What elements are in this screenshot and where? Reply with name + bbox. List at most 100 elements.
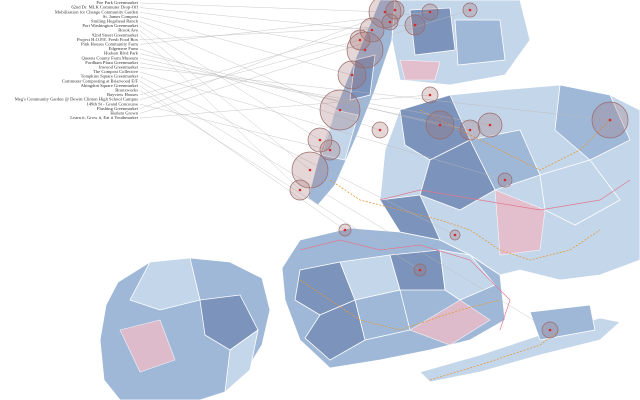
- hub-dot: [438, 123, 442, 127]
- site-label: Bronxworks: [115, 87, 138, 92]
- leader-line: [139, 16, 353, 76]
- site-label: Meg's Community Garden @ Dewitt Clinton …: [15, 97, 138, 102]
- site-label: Fordham Plaza Greenmarket: [85, 60, 139, 65]
- hub-dot: [548, 328, 552, 332]
- land: [99, 0, 640, 400]
- area: [539, 159, 621, 226]
- leader-line: [139, 90, 421, 271]
- site-label: Hudson Blvd Park: [104, 51, 139, 56]
- hub-dot: [308, 168, 312, 172]
- leader-line: [139, 76, 456, 236]
- area: [419, 109, 611, 171]
- hub-dot: [428, 10, 432, 14]
- leader-line: [139, 7, 373, 31]
- hub-dot: [488, 123, 492, 127]
- hubs: [289, 0, 629, 339]
- leader-line: [139, 24, 416, 40]
- area: [409, 7, 456, 56]
- hub-dot: [370, 28, 374, 32]
- area: [129, 257, 201, 311]
- site-label: Edgemere Farm: [109, 46, 139, 51]
- area: [119, 319, 176, 373]
- site-label: Brook Ave: [118, 28, 138, 33]
- site-label: Pink Houses Community Farm: [81, 41, 138, 46]
- site-label: 62nd Dr. MLK Commuter Drop-Off: [71, 5, 138, 10]
- site-label: Flushing Greenmarket: [97, 106, 139, 111]
- leader-line: [139, 62, 491, 126]
- area: [439, 249, 496, 301]
- leader-line: [139, 85, 346, 231]
- site-label: Project H.O.P.E. Fresh Food Box: [77, 37, 139, 42]
- area: [321, 109, 359, 161]
- area: [429, 329, 561, 381]
- hub-dot: [388, 20, 392, 24]
- hub-dot: [418, 268, 422, 272]
- hub-dot: [503, 178, 507, 182]
- hub-dot: [453, 233, 457, 237]
- hub-dot: [338, 108, 342, 112]
- area: [379, 194, 441, 241]
- site-label: Tompkins Square Greenmarket: [81, 74, 139, 79]
- area: [454, 19, 506, 66]
- site-label: Bayview Houses: [107, 92, 138, 97]
- leader-line: [139, 39, 361, 100]
- site-label: Poe Park Greenmarket: [96, 0, 138, 5]
- site-label: 149th St - Grand Concourse: [86, 101, 138, 106]
- site-label: Mobilization for Change Community Garden: [55, 9, 139, 14]
- site-label: Abingdon Square Greenmarket: [81, 83, 139, 88]
- leader-line: [139, 11, 431, 45]
- hub-dot: [393, 8, 397, 12]
- hub-dot: [350, 73, 354, 77]
- area: [409, 299, 491, 346]
- hub-dot: [608, 118, 612, 122]
- leader-line: [139, 35, 301, 191]
- hub-dot: [318, 138, 322, 142]
- leader-line: [139, 104, 331, 151]
- leader-line: [139, 12, 366, 51]
- area: [349, 54, 376, 101]
- routes: [299, 109, 631, 381]
- hub-dot: [468, 128, 472, 132]
- site-label: Learn it, Grow it, Eat it Youthmarket: [70, 115, 138, 121]
- site-label: Harlem Grown: [110, 110, 138, 115]
- hub-dot: [358, 38, 362, 42]
- area: [399, 59, 441, 81]
- site-label: 92nd Street Greenmarket: [92, 32, 139, 37]
- leader-line: [139, 94, 431, 119]
- area: [494, 189, 546, 256]
- area: [299, 239, 511, 331]
- leader-line: [139, 58, 471, 131]
- hub-dot: [343, 228, 347, 232]
- area: [329, 179, 601, 261]
- hub-dot: [428, 93, 432, 97]
- hub-dot: [383, 10, 387, 14]
- leader-line: [139, 67, 611, 121]
- area: [304, 299, 366, 361]
- area: [299, 279, 501, 331]
- leader-line: [139, 71, 506, 181]
- area: [224, 329, 259, 393]
- leader-line: [139, 25, 321, 141]
- site-label: St. James Compost: [103, 14, 139, 19]
- site-label: Smiling Hogshead Ranch: [91, 18, 139, 23]
- leader-line: [139, 81, 551, 331]
- leader-lines: [139, 2, 611, 331]
- site-label: Inwood Greenmarket: [99, 64, 139, 69]
- leader-line: [139, 30, 311, 171]
- area: [379, 179, 631, 211]
- site-label: The Compost Collective: [93, 69, 138, 74]
- area: [419, 139, 496, 211]
- leader-line: [139, 9, 471, 114]
- hub-dot: [328, 148, 332, 152]
- leader-line: [139, 48, 381, 131]
- hub-dot: [468, 8, 472, 12]
- hub-dot: [298, 188, 302, 192]
- area: [529, 304, 596, 341]
- leader-line: [139, 21, 391, 96]
- site-label: Port Washington Greenmarket: [82, 23, 138, 28]
- leader-line: [139, 9, 396, 109]
